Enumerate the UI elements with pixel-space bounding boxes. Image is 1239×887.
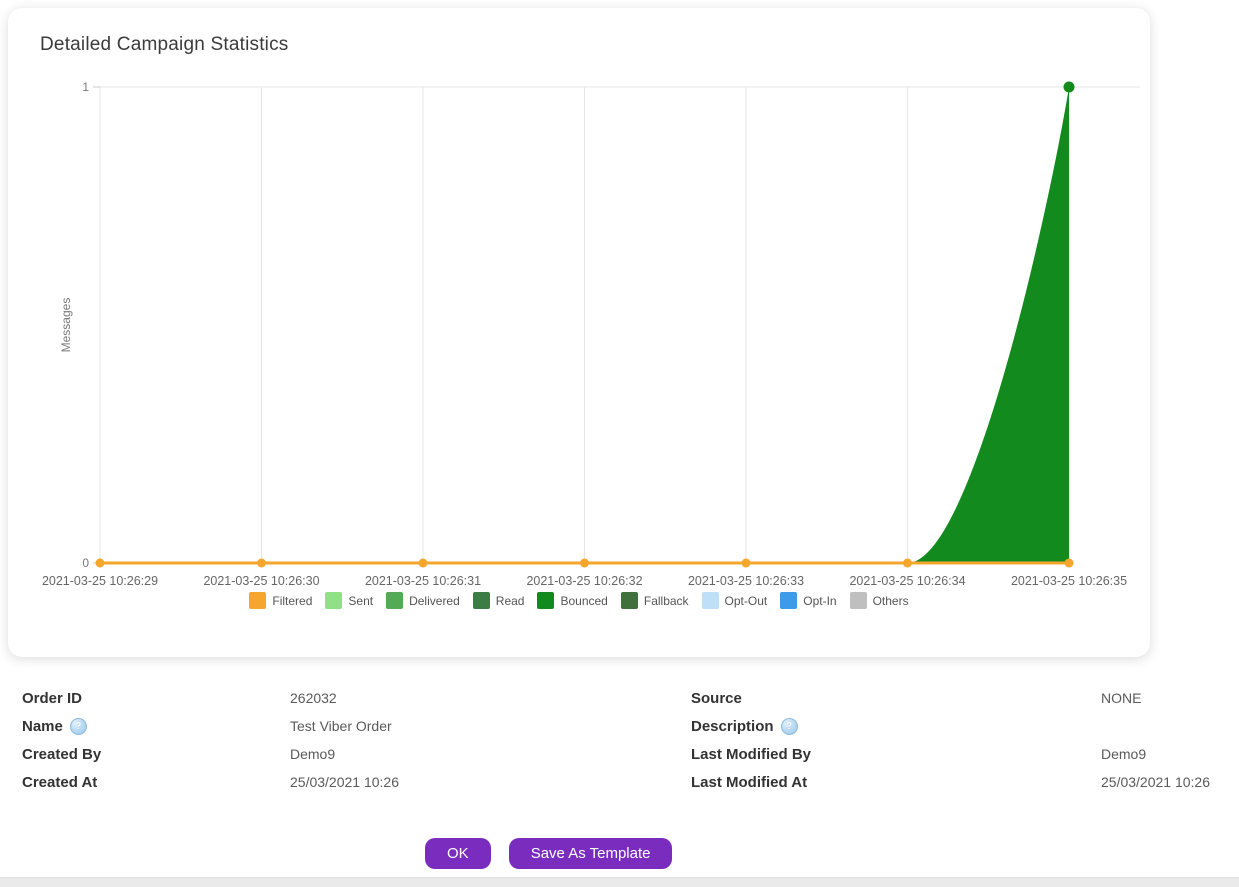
detail-label-description: Description?	[691, 717, 1101, 735]
action-buttons: OK Save As Template	[425, 838, 673, 869]
y-tick-label: 0	[82, 556, 89, 570]
save-as-template-button[interactable]: Save As Template	[508, 838, 673, 869]
legend-label: Opt-Out	[724, 593, 768, 608]
legend-swatch-fallback	[620, 592, 638, 609]
page-title: Detailed Campaign Statistics	[40, 34, 289, 55]
legend-label: Delivered	[409, 593, 460, 608]
series-marker-filtered	[257, 558, 266, 568]
legend-swatch-delivered	[386, 592, 404, 609]
legend-item-filtered[interactable]: Filtered	[249, 592, 312, 609]
bottom-section-edge	[0, 877, 1239, 887]
detail-label-text: Name	[22, 717, 63, 735]
detail-label-text: Last Modified By	[691, 745, 812, 763]
detail-label-text: Description	[691, 717, 774, 735]
detail-label-text: Created By	[22, 745, 102, 763]
x-tick-label: 2021-03-25 10:26:33	[688, 574, 804, 588]
detail-label-last-modified-at: Last Modified At	[691, 774, 1101, 791]
detail-row-created-by: Created By Demo9	[22, 740, 622, 768]
legend-item-others[interactable]: Others	[849, 592, 909, 609]
series-area-bounced	[100, 87, 1069, 563]
detail-row-description: Description?	[691, 712, 1218, 740]
detail-value-created-by: Demo9	[290, 746, 336, 762]
detail-label-text: Created At	[22, 773, 98, 791]
legend-item-sent[interactable]: Sent	[325, 592, 373, 609]
legend-label: Filtered	[272, 593, 313, 608]
detail-value-source: NONE	[1101, 690, 1142, 706]
series-marker-filtered	[741, 558, 751, 568]
name-help-icon[interactable]: ?	[69, 717, 87, 735]
chart-legend: Filtered Sent Delivered Read Bounced Fallback…	[8, 592, 1150, 609]
legend-swatch-opt-out	[701, 592, 719, 609]
series-marker-filtered	[95, 558, 105, 568]
description-help-icon[interactable]: ?	[780, 717, 798, 735]
legend-item-fallback[interactable]: Fallback	[620, 592, 689, 609]
detail-label-created-at: Created At	[22, 774, 290, 791]
legend-label: Fallback	[643, 593, 689, 608]
detail-value-last-modified-at: 25/03/2021 10:26	[1101, 774, 1210, 790]
legend-swatch-filtered	[249, 592, 267, 609]
ok-button[interactable]: OK	[425, 838, 491, 869]
detail-label-last-modified-by: Last Modified By	[691, 746, 1101, 763]
y-axis-label: Messages	[59, 298, 73, 353]
legend-label: Others	[872, 593, 909, 608]
detail-value-created-at: 25/03/2021 10:26	[290, 774, 399, 790]
details-right-column: Source NONE Description? Last Modified By De…	[691, 684, 1218, 796]
details-left-column: Order ID 262032 Name? Test Viber Order Creat…	[22, 684, 622, 796]
x-tick-label: 2021-03-25 10:26:35	[1011, 574, 1127, 588]
detail-label-text: Source	[691, 689, 742, 707]
legend-swatch-bounced	[537, 592, 555, 609]
detail-value-last-modified-by: Demo9	[1101, 746, 1147, 762]
x-tick-label: 2021-03-25 10:26:29	[42, 574, 158, 588]
legend-swatch-others	[849, 592, 867, 609]
x-tick-label: 2021-03-25 10:26:32	[526, 574, 642, 588]
legend-item-read[interactable]: Read	[472, 592, 525, 609]
legend-label: Read	[495, 593, 525, 608]
legend-label: Bounced	[560, 593, 608, 608]
detail-label-order-id: Order ID	[22, 690, 290, 707]
series-marker-filtered	[903, 558, 912, 568]
legend-item-opt-in[interactable]: Opt-In	[780, 592, 837, 609]
x-tick-label: 2021-03-25 10:26:34	[849, 574, 965, 588]
series-marker-filtered	[1064, 558, 1074, 568]
legend-item-delivered[interactable]: Delivered	[386, 592, 460, 609]
series-marker-filtered	[418, 558, 428, 568]
series-marker-filtered	[580, 558, 589, 568]
campaign-statistics-chart: 1 0 Messages 2021-03-25 10:26:29 2021-03-25 …	[42, 80, 1140, 588]
detail-row-source: Source NONE	[691, 684, 1218, 712]
x-tick-label: 2021-03-25 10:26:30	[203, 574, 319, 588]
detail-label-text: Order ID	[22, 689, 83, 707]
detail-label-text: Last Modified At	[691, 773, 808, 791]
x-tick-label: 2021-03-25 10:26:31	[365, 574, 481, 588]
detail-label-name: Name?	[22, 717, 290, 735]
series-point-bounced	[1063, 81, 1075, 93]
legend-swatch-read	[472, 592, 490, 609]
detail-row-name: Name? Test Viber Order	[22, 712, 622, 740]
legend-label: Sent	[348, 593, 374, 608]
y-tick-label: 1	[82, 80, 89, 94]
detail-label-source: Source	[691, 690, 1101, 707]
detail-row-created-at: Created At 25/03/2021 10:26	[22, 768, 622, 796]
legend-label: Opt-In	[803, 593, 837, 608]
legend-item-bounced[interactable]: Bounced	[537, 592, 608, 609]
detail-label-created-by: Created By	[22, 746, 290, 763]
detail-value-name: Test Viber Order	[290, 718, 392, 734]
detail-value-order-id: 262032	[290, 690, 337, 706]
detail-row-last-modified-by: Last Modified By Demo9	[691, 740, 1218, 768]
campaign-statistics-card: Detailed Campaign Statistics 1 0 Messages 2…	[8, 8, 1150, 657]
legend-item-opt-out[interactable]: Opt-Out	[701, 592, 768, 609]
detail-row-order-id: Order ID 262032	[22, 684, 622, 712]
legend-swatch-sent	[325, 592, 343, 609]
legend-swatch-opt-in	[780, 592, 798, 609]
detail-row-last-modified-at: Last Modified At 25/03/2021 10:26	[691, 768, 1218, 796]
